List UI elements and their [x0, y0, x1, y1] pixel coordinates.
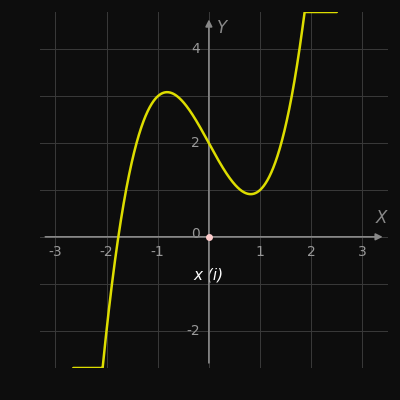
Text: X: X — [376, 208, 388, 226]
Text: 0: 0 — [191, 228, 200, 242]
Text: 2: 2 — [191, 136, 200, 150]
Text: -2: -2 — [186, 324, 200, 338]
Text: x (i): x (i) — [194, 267, 224, 282]
Text: 1: 1 — [256, 245, 264, 259]
Text: -2: -2 — [100, 245, 113, 259]
Text: 4: 4 — [191, 42, 200, 56]
Text: -1: -1 — [151, 245, 164, 259]
Text: 3: 3 — [358, 245, 367, 259]
Text: Y: Y — [216, 19, 227, 37]
Text: -3: -3 — [48, 245, 62, 259]
Text: 2: 2 — [307, 245, 316, 259]
